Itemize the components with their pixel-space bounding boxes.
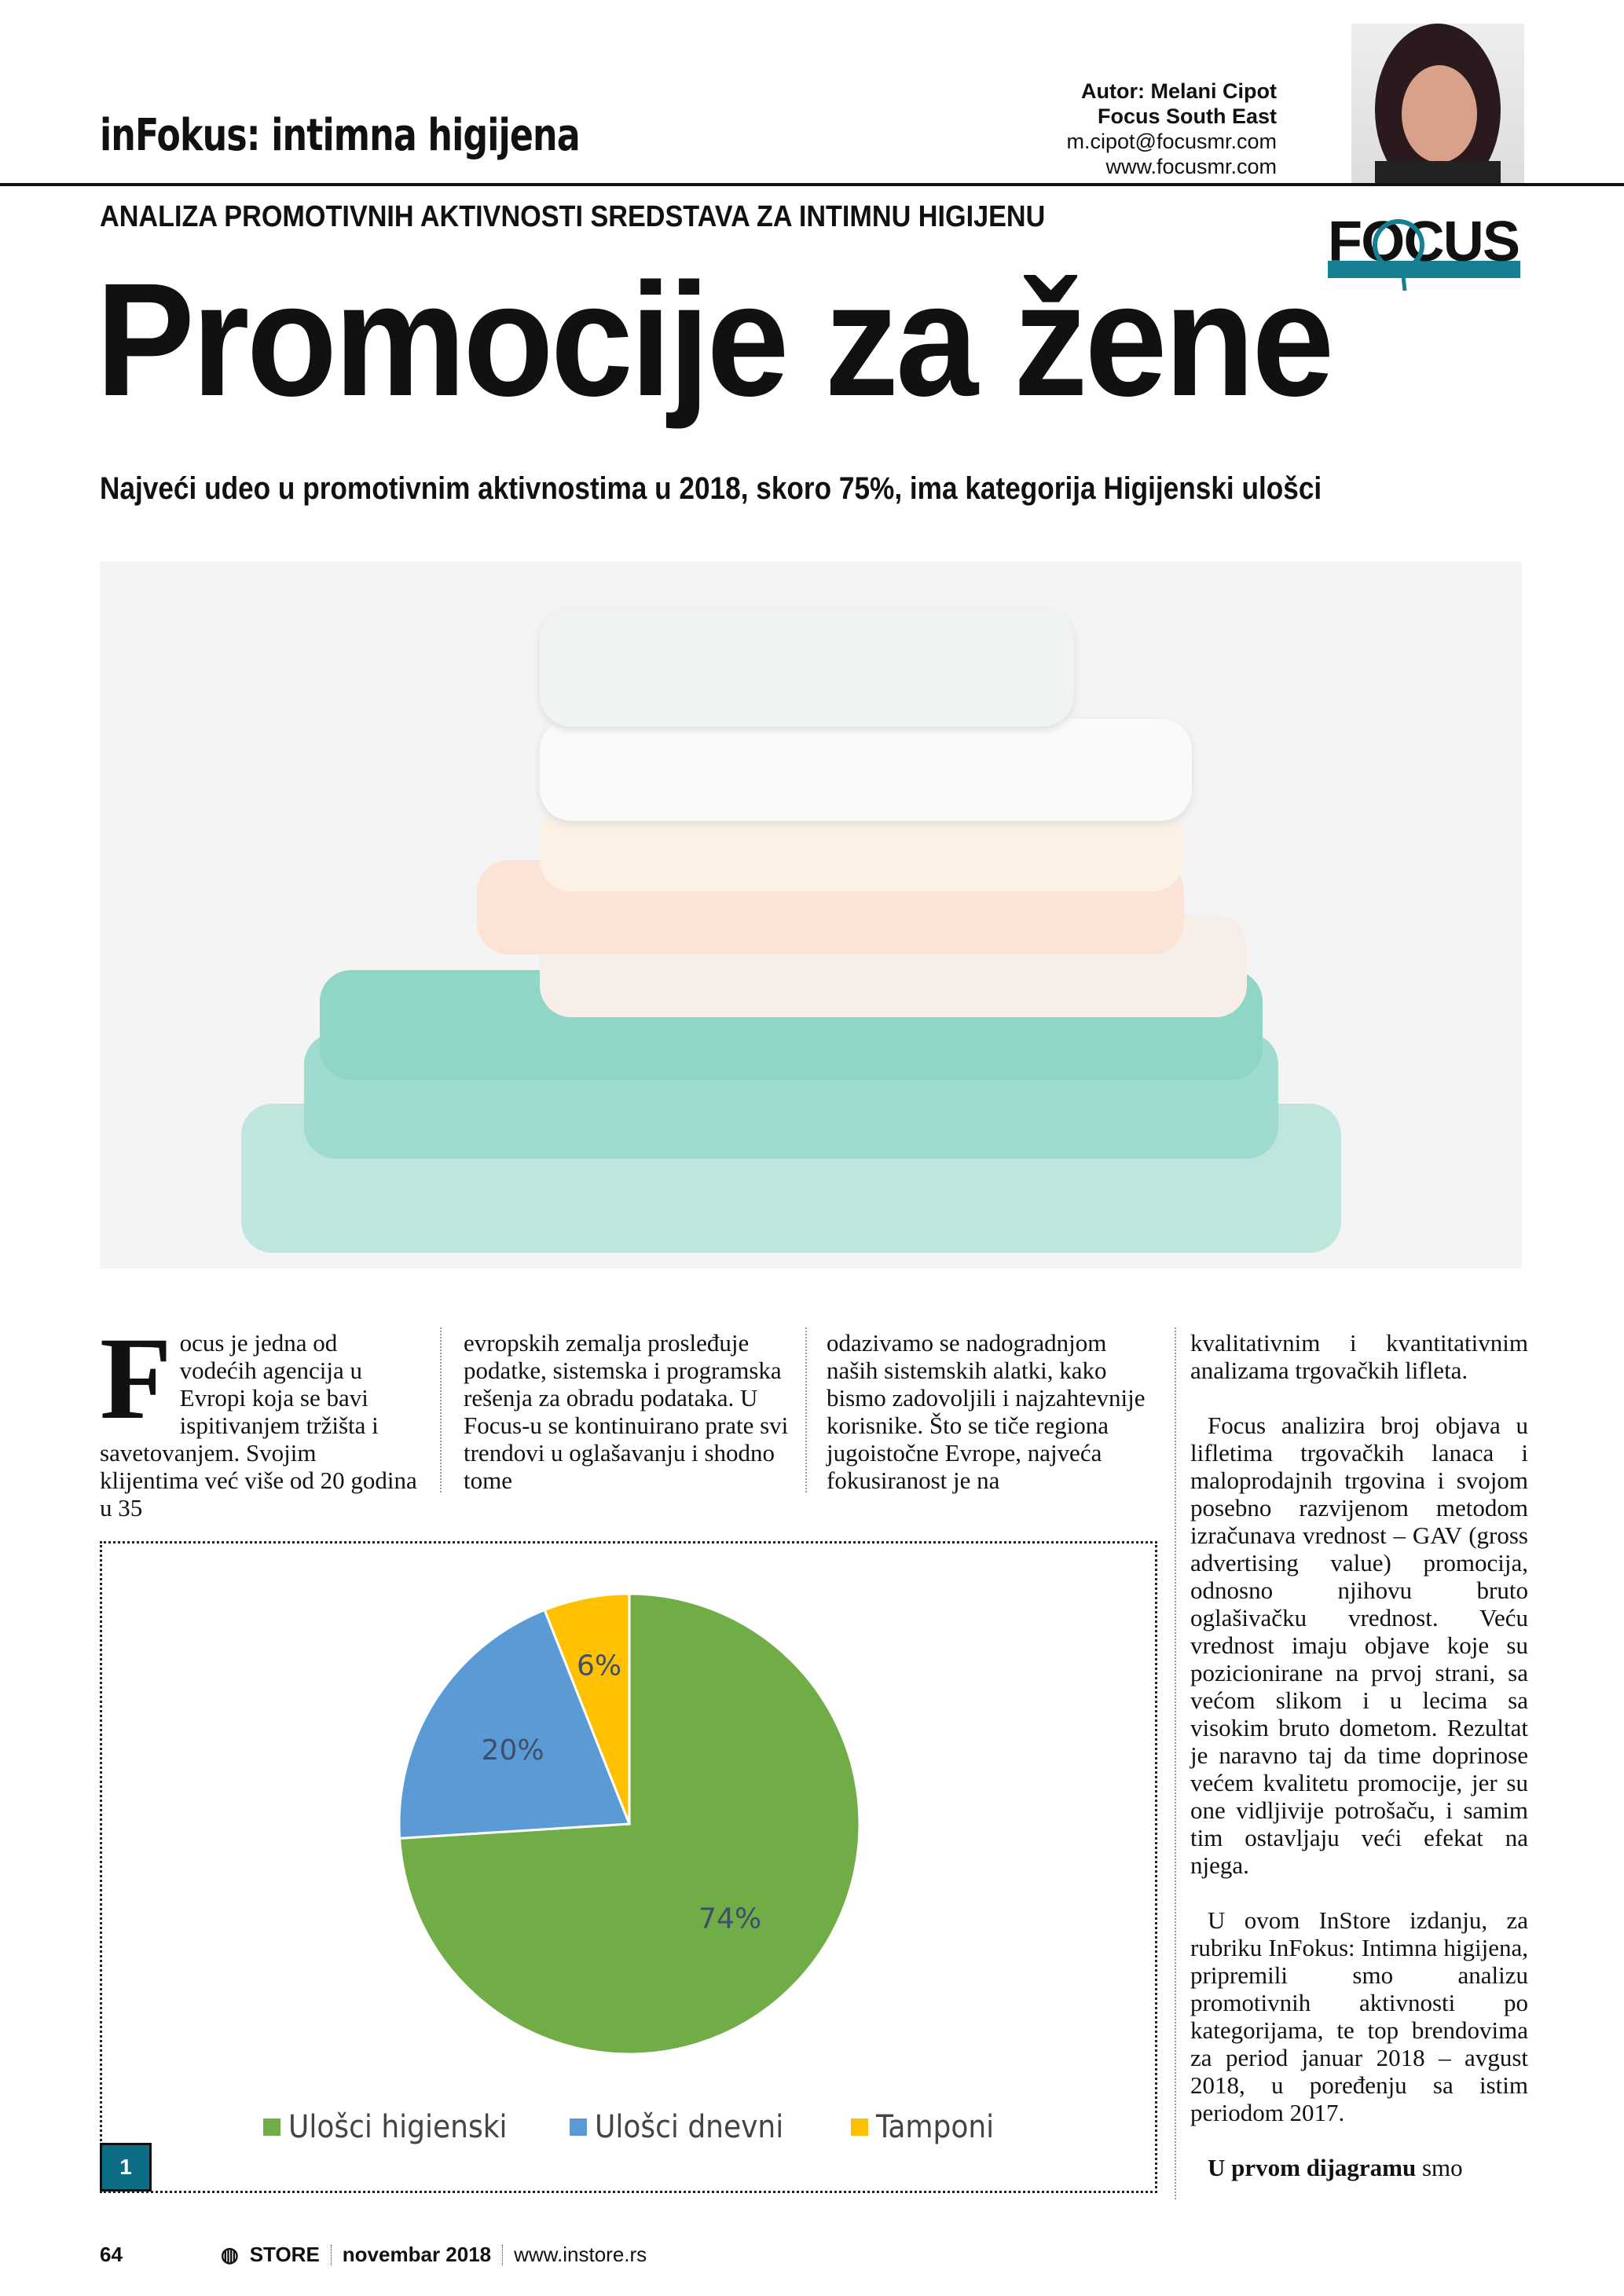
footer-divider [330, 2244, 332, 2265]
legend-item: Ulošci higienski [263, 2109, 508, 2145]
paragraph: kvalitativnim i kvantitativnim analizama… [1190, 1329, 1528, 1384]
paragraph: Focus analizira broj objava u lifletima … [1190, 1412, 1528, 1879]
chart-number-badge: 1 [100, 2143, 152, 2192]
footer-brand: STORE [249, 2243, 320, 2266]
author-email[interactable]: m.cipot@focusmr.com [1066, 130, 1277, 153]
data-label: 20% [482, 1734, 544, 1767]
column-divider [805, 1327, 807, 1492]
column-divider [440, 1327, 442, 1492]
author-website[interactable]: www.focusmr.com [1105, 155, 1277, 178]
author-photo [1351, 24, 1524, 185]
footer-divider [502, 2244, 504, 2265]
legend-item: Tamponi [851, 2109, 994, 2145]
legend-swatch [263, 2118, 280, 2136]
bold-lead: U prvom dijagramu [1208, 2154, 1417, 2181]
headline: Promocije za žene [96, 250, 1334, 430]
legend-swatch [570, 2118, 587, 2136]
footer-url[interactable]: www.instore.rs [514, 2243, 647, 2266]
author-company: Focus South East [1097, 104, 1277, 128]
legend-label: Ulošci dnevni [595, 2109, 784, 2145]
data-label: 6% [577, 1650, 621, 1683]
paragraph-text: smo [1416, 2154, 1463, 2181]
footer-issue: novembar 2018 [342, 2243, 492, 2266]
author-name: Autor: Melani Cipot [1081, 79, 1277, 103]
pie-chart: 74% 20% 6% [398, 1592, 861, 2056]
page-number: 64 [100, 2243, 123, 2266]
focus-logo: FOCUS [1328, 211, 1520, 292]
author-info: Autor: Melani Cipot Focus South East m.c… [1067, 79, 1277, 179]
paragraph: U prvom dijagramu smo [1190, 2154, 1528, 2181]
drop-cap: F [100, 1313, 172, 1444]
kicker: ANALIZA PROMOTIVNIH AKTIVNOSTI SREDSTAVA… [100, 200, 1046, 233]
legend-swatch [851, 2118, 868, 2136]
column-divider [1175, 1327, 1176, 2199]
legend-label: Tamponi [876, 2109, 995, 2145]
hero-image-sanitary-pads [100, 562, 1522, 1269]
page-footer: 64 ◍ STORE novembar 2018 www.instore.rs [100, 2243, 647, 2267]
instore-logo-icon: ◍ [221, 2243, 239, 2266]
legend-item: Ulošci dnevni [570, 2109, 783, 2145]
text-column-2: evropskih zemalja prosleđuje podatke, si… [464, 1329, 789, 1494]
subtitle: Najveći udeo u promotivnim aktivnostima … [100, 471, 1322, 506]
pie-slice [543, 1592, 631, 1825]
pie-slice [398, 1608, 632, 1840]
chart-frame [100, 1541, 1157, 2193]
data-label: 74% [698, 1902, 761, 1935]
legend-label: Ulošci higienski [288, 2109, 508, 2145]
header-rule [0, 183, 1624, 186]
col1-text: ocus je jedna od vodećih agencija u Evro… [100, 1329, 417, 1522]
section-title: inFokus: intimna higijena [100, 110, 581, 161]
paragraph: U ovom InStore izdanju, za rubriku InFok… [1190, 1906, 1528, 2126]
text-column-4: kvalitativnim i kvantitativnim analizama… [1190, 1329, 1528, 2209]
text-column-3: odazivamo se nadogradnjom naših sistemsk… [827, 1329, 1146, 1494]
